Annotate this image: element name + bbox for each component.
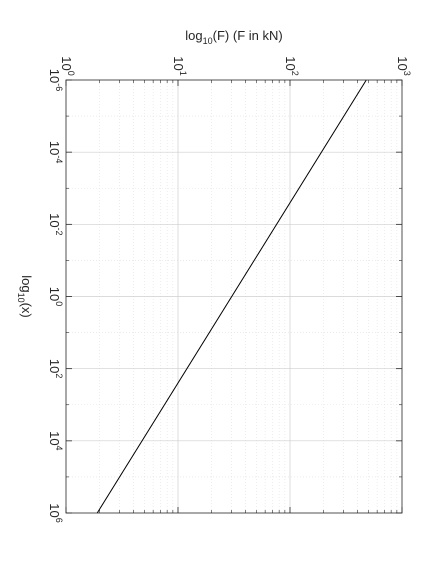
x-tick-label-base: 10: [47, 431, 62, 445]
x-tick-label-base: 10: [47, 503, 62, 517]
major-grid: [66, 80, 402, 513]
x-tick-label: 10-2: [47, 213, 64, 235]
series-line-0: [96, 79, 367, 514]
x-tick-label: 10-4: [47, 141, 64, 163]
f-tick-label: 100: [59, 56, 76, 75]
x-tick-label: 10-6: [47, 69, 64, 91]
f-tick-label: 103: [395, 56, 412, 75]
f-tick-label: 102: [283, 56, 300, 75]
x-axis-title: log10(x): [16, 275, 34, 318]
f-axis-title-base: log: [185, 28, 202, 43]
f-tick-label-exp: 2: [290, 71, 300, 76]
f-axis-title-sub: 10: [203, 36, 213, 46]
f-tick-label-base: 10: [59, 56, 74, 70]
x-tick-label: 102: [47, 359, 64, 378]
x-tick-label-exp: -2: [54, 228, 64, 236]
f-tick-label-base: 10: [395, 56, 410, 70]
x-axis-title-rest: (x): [19, 303, 34, 318]
x-tick-label: 100: [47, 287, 64, 306]
x-tick-label-exp: -6: [54, 83, 64, 91]
x-tick-label-base: 10: [47, 213, 62, 227]
f-tick-label-exp: 0: [66, 71, 76, 76]
f-tick-label-exp: 3: [402, 71, 412, 76]
f-tick-label-exp: 1: [178, 71, 188, 76]
x-tick-label: 106: [47, 503, 64, 522]
x-tick-label-exp: 6: [54, 518, 64, 523]
x-tick-label-exp: -4: [54, 155, 64, 163]
x-tick-label: 104: [47, 431, 64, 450]
x-tick-label-exp: 0: [54, 301, 64, 306]
plot-frame: [65, 79, 403, 514]
f-axis-title-rest: (F) (F in kN): [213, 28, 283, 43]
x-tick-label-base: 10: [47, 69, 62, 83]
x-axis-title-sub: 10: [16, 293, 26, 303]
x-tick-label-base: 10: [47, 359, 62, 373]
x-tick-label-exp: 2: [54, 373, 64, 378]
x-tick-label-base: 10: [47, 287, 62, 301]
f-tick-label-base: 10: [171, 56, 186, 70]
x-axis-title-base: log: [19, 275, 34, 292]
f-tick-label-base: 10: [283, 56, 298, 70]
x-tick-label-base: 10: [47, 141, 62, 155]
x-tick-label-exp: 4: [54, 446, 64, 451]
f-tick-label: 101: [171, 56, 188, 75]
series-layer: [96, 79, 367, 514]
f-axis-title: log10(F) (F in kN): [185, 28, 282, 46]
